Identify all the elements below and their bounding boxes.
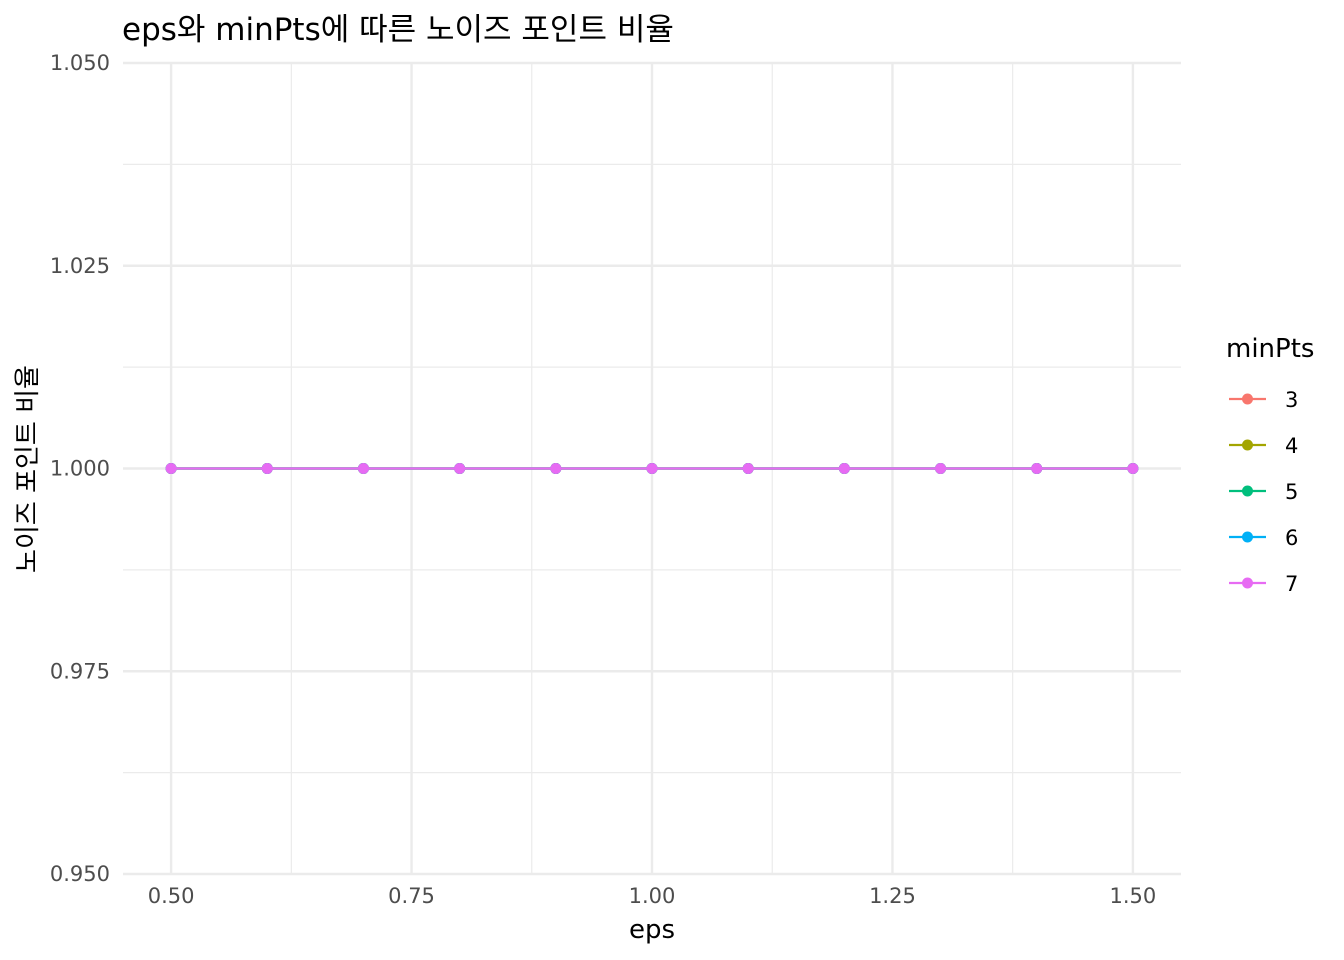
legend-label: 5: [1285, 480, 1298, 504]
x-tick-label: 1.50: [1110, 884, 1157, 908]
legend-key-point: [1242, 532, 1253, 543]
series-7: [166, 463, 1139, 474]
legend-title: minPts: [1226, 334, 1314, 364]
data-point: [1031, 463, 1042, 474]
data-point: [358, 463, 369, 474]
legend-label: 3: [1285, 388, 1298, 412]
legend: 3 4 5 6 7: [1229, 388, 1298, 596]
y-axis-title: 노이즈 포인트 비율: [13, 365, 43, 573]
data-point: [839, 463, 850, 474]
legend-item-3: 3: [1229, 388, 1298, 412]
y-axis-ticks: 0.950 0.975 1.000 1.025 1.050: [50, 51, 110, 886]
legend-key-point: [1242, 394, 1253, 405]
data-point: [935, 463, 946, 474]
x-tick-label: 0.50: [148, 884, 195, 908]
legend-key-point: [1242, 440, 1253, 451]
legend-item-4: 4: [1229, 434, 1298, 458]
legend-label: 4: [1285, 434, 1298, 458]
legend-label: 7: [1285, 572, 1298, 596]
y-tick-label: 1.000: [50, 457, 110, 481]
legend-label: 6: [1285, 526, 1298, 550]
legend-item-6: 6: [1229, 526, 1298, 550]
series-group: [166, 463, 1139, 474]
data-point: [262, 463, 273, 474]
legend-item-5: 5: [1229, 480, 1298, 504]
x-tick-label: 0.75: [388, 884, 435, 908]
data-point: [1127, 463, 1138, 474]
y-tick-label: 1.025: [50, 254, 110, 278]
data-point: [647, 463, 658, 474]
y-tick-label: 1.050: [50, 51, 110, 75]
data-point: [550, 463, 561, 474]
legend-key-point: [1242, 486, 1253, 497]
x-tick-label: 1.25: [869, 884, 916, 908]
chart-title: eps와 minPts에 따른 노이즈 포인트 비율: [122, 12, 674, 48]
legend-item-7: 7: [1229, 572, 1298, 596]
x-tick-label: 1.00: [629, 884, 676, 908]
y-tick-label: 0.950: [50, 862, 110, 886]
y-tick-label: 0.975: [50, 659, 110, 683]
x-axis-title: eps: [629, 915, 675, 945]
data-point: [166, 463, 177, 474]
data-point: [743, 463, 754, 474]
data-point: [454, 463, 465, 474]
legend-key-point: [1242, 578, 1253, 589]
x-axis-ticks: 0.50 0.75 1.00 1.25 1.50: [148, 884, 1157, 908]
